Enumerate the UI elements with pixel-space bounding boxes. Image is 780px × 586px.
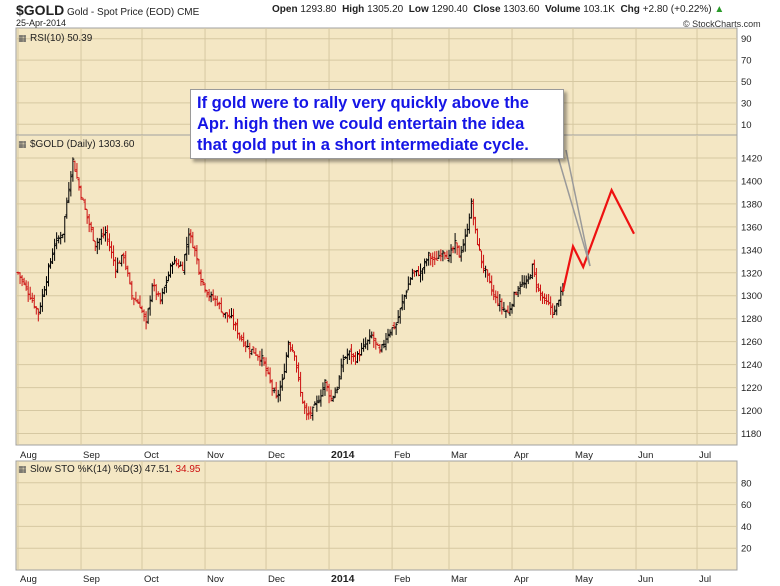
rsi-tick-label: 30 — [741, 98, 752, 109]
price-tick-label: 1260 — [741, 337, 762, 348]
annotation-line-3: that gold put in a short intermediate cy… — [197, 136, 529, 154]
open-label: Open — [272, 4, 298, 15]
sto-x-axis-labels: Aug Sep Oct Nov Dec 2014 Feb Mar Apr May Jun Jul — [20, 573, 711, 585]
sto-gridlines — [16, 461, 737, 570]
stockcharts-watermark: © StockCharts.com — [683, 19, 761, 29]
sto-tick-label: 60 — [741, 500, 752, 511]
sto-symbol-icon: ▦ — [18, 465, 27, 475]
sto-tick-labels: 20 40 60 80 — [741, 478, 752, 554]
exchange: CME — [177, 7, 200, 18]
projection-line — [561, 187, 635, 292]
sto-x-tick-label: Apr — [514, 574, 529, 585]
sto-title: Slow STO %K(14) %D(3) 47.51, 34.95 — [30, 464, 201, 475]
price-x-axis-labels: Aug Sep Oct Nov Dec 2014 Feb Mar Apr May Jun Jul — [20, 449, 711, 461]
price-tick-label: 1340 — [741, 245, 762, 256]
rsi-tick-labels: 10 30 50 70 90 — [741, 34, 752, 131]
price-tick-label: 1380 — [741, 199, 762, 210]
symbol: $GOLD — [16, 2, 65, 18]
price-tick-label: 1200 — [741, 406, 762, 417]
volume-value: 103.1K — [583, 4, 615, 15]
price-x-tick-label: Nov — [207, 450, 224, 461]
sto-tick-label: 20 — [741, 544, 752, 555]
rsi-tick-label: 90 — [741, 34, 752, 45]
price-tick-labels: 1180 1200 1220 1240 1260 1280 1300 1320 1340 1360… — [741, 153, 762, 440]
rsi-gridlines — [16, 28, 737, 135]
price-x-tick-label: Mar — [451, 450, 467, 461]
sto-tick-label: 40 — [741, 522, 752, 533]
price-tick-label: 1280 — [741, 314, 762, 325]
sto-x-tick-label: Jul — [699, 574, 711, 585]
chart-header: $GOLD Gold - Spot Price (EOD) CME — [16, 2, 199, 18]
sto-k-value: 47.51 — [145, 464, 170, 475]
close-value: 1303.60 — [503, 4, 540, 15]
price-x-tick-label: Jul — [699, 450, 711, 461]
sto-title-prefix: Slow STO %K(14) %D(3) — [30, 464, 142, 475]
price-tick-label: 1240 — [741, 360, 762, 371]
rsi-tick-label: 50 — [741, 77, 752, 88]
chart-date: 25-Apr-2014 — [16, 18, 67, 28]
callout-pointer — [555, 149, 591, 267]
sto-x-tick-label: 2014 — [331, 573, 355, 585]
price-tick-label: 1360 — [741, 222, 762, 233]
sto-panel — [15, 460, 738, 571]
price-x-tick-label: 2014 — [331, 449, 355, 461]
rsi-symbol-icon: ▦ — [18, 34, 27, 44]
price-tick-label: 1220 — [741, 383, 762, 394]
close-label: Close — [473, 4, 501, 15]
price-tick-label: 1420 — [741, 153, 762, 164]
high-value: 1305.20 — [367, 4, 404, 15]
rsi-tick-label: 70 — [741, 56, 752, 67]
up-arrow-icon: ▲ — [714, 4, 725, 15]
price-tick-label: 1320 — [741, 268, 762, 279]
sto-x-tick-label: May — [575, 574, 593, 585]
rsi-tick-label: 10 — [741, 120, 752, 131]
low-label: Low — [408, 4, 429, 15]
price-panel — [15, 134, 738, 446]
price-x-tick-label: Dec — [268, 450, 285, 461]
low-value: 1290.40 — [431, 4, 468, 15]
projection-series — [561, 187, 635, 292]
price-x-tick-label: Apr — [514, 450, 529, 461]
rsi-title: RSI(10) 50.39 — [30, 33, 93, 44]
sto-x-tick-label: Nov — [207, 574, 224, 585]
sto-x-tick-label: Mar — [451, 574, 467, 585]
price-x-tick-label: Oct — [144, 450, 159, 461]
chg-label: Chg — [620, 4, 640, 15]
price-x-tick-label: Feb — [394, 450, 410, 461]
price-candles — [16, 157, 565, 421]
open-value: 1293.80 — [300, 4, 337, 15]
sto-x-tick-label: Aug — [20, 574, 37, 585]
price-tick-label: 1400 — [741, 176, 762, 187]
sto-x-tick-label: Jun — [638, 574, 653, 585]
instrument-name: Gold - Spot Price (EOD) — [67, 7, 175, 18]
high-label: High — [342, 4, 365, 15]
price-x-tick-label: Aug — [20, 450, 37, 461]
sto-x-tick-label: Oct — [144, 574, 159, 585]
sto-x-tick-label: Dec — [268, 574, 285, 585]
sto-tick-label: 80 — [741, 478, 752, 489]
sto-d-value: 34.95 — [175, 464, 200, 475]
price-title: $GOLD (Daily) 1303.60 — [30, 139, 135, 150]
volume-label: Volume — [545, 4, 581, 15]
sto-x-tick-label: Sep — [83, 574, 100, 585]
price-x-tick-label: Sep — [83, 450, 100, 461]
annotation-callout: If gold were to rally very quickly above… — [190, 89, 564, 159]
price-symbol-icon: ▦ — [18, 140, 27, 150]
price-tick-label: 1300 — [741, 291, 762, 302]
ohlc-summary: Open 1293.80 High 1305.20 Low 1290.40 Cl… — [272, 4, 724, 15]
price-x-tick-label: Jun — [638, 450, 653, 461]
sto-x-tick-label: Feb — [394, 574, 410, 585]
annotation-line-1: If gold were to rally very quickly above… — [197, 94, 529, 112]
price-tick-label: 1180 — [741, 429, 761, 440]
price-x-tick-label: May — [575, 450, 593, 461]
callout-pointer-2 — [565, 149, 591, 267]
annotation-line-2: Apr. high then we could entertain the id… — [197, 115, 525, 133]
chg-value: +2.80 (+0.22%) — [642, 4, 712, 15]
